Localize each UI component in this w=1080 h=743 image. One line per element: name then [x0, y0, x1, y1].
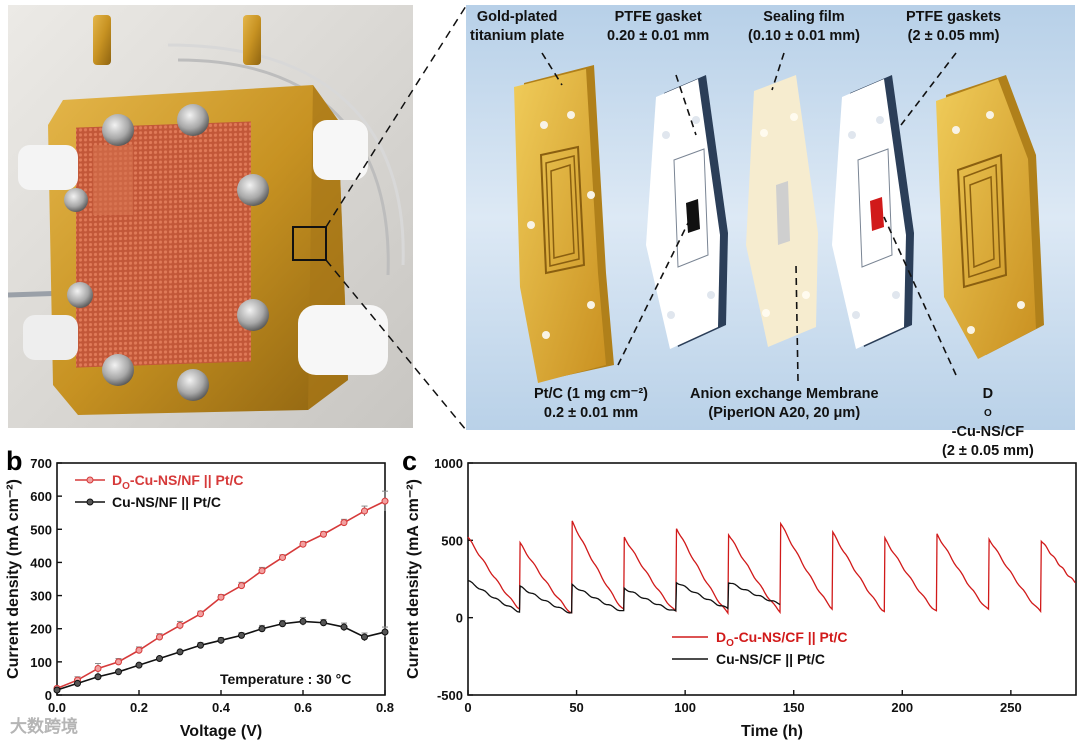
annotation-temperature: Temperature : 30 °C [220, 671, 351, 687]
do-label-sub: O [984, 408, 992, 419]
ptfe-gasket-left [646, 75, 728, 349]
ptfe-gasket-right [832, 75, 914, 349]
plot-frame-b [56, 462, 386, 696]
data-point-b [381, 497, 389, 505]
sealing-film [746, 75, 818, 347]
data-point-b [217, 593, 225, 601]
data-point-b [258, 567, 266, 575]
ylabel-b: Current density (mA cm⁻²) [5, 479, 22, 679]
exploded-view [466, 5, 1075, 430]
data-point-b [258, 625, 266, 633]
label-sealing-film: Sealing film (0.10 ± 0.01 mm) [748, 9, 860, 44]
legend-label-c-1: Cu-NS/CF || Pt/C [716, 651, 825, 667]
ytick-label-c: 500 [441, 533, 463, 548]
data-point-b [279, 553, 286, 561]
ytick-label-b: 700 [30, 456, 52, 471]
data-point-b [156, 655, 163, 663]
xtick-label-c: 150 [783, 700, 805, 715]
legend-label-b-1-main: Cu-NS/NF || Pt/C [112, 494, 221, 510]
label-gold-plate: Gold-plated titanium plate [470, 9, 565, 44]
xtick-label-b: 0.0 [48, 700, 66, 715]
legend-label-b-0-main: D [112, 472, 122, 488]
legend-marker-b [86, 476, 94, 484]
xlabel-c: Time (h) [741, 723, 803, 740]
ytick-label-b: 0 [45, 688, 52, 703]
data-point-b [320, 619, 327, 627]
data-point-b [238, 582, 245, 590]
data-point-b [176, 621, 184, 629]
legend-label-c-0-main: D [716, 629, 726, 645]
data-point-b [94, 673, 102, 681]
xtick-label-c: 250 [1000, 700, 1022, 715]
legend-label-c-1-main: Cu-NS/CF || Pt/C [716, 651, 825, 667]
ytick-label-b: 300 [30, 589, 52, 604]
xtick-label-b: 0.6 [294, 700, 312, 715]
data-point-b [238, 631, 245, 639]
data-point-b [115, 658, 122, 666]
legend-label-c-0-sub: O [726, 638, 734, 649]
data-point-b [340, 519, 348, 527]
watermark: 大数跨境 [10, 717, 78, 736]
label-do-cu-ns-cf: D O -Cu-NS/CF (2 ± 0.05 mm) [942, 386, 1034, 459]
ytick-label-c: 1000 [434, 456, 463, 471]
legend-label-c-0-rest: -Cu-NS/CF || Pt/C [734, 629, 848, 645]
data-point-b [53, 686, 61, 694]
do-label-main: D [982, 386, 994, 402]
titanium-plate-left [514, 65, 614, 383]
plot-frame-c [467, 462, 1077, 696]
series-line-c-1 [467, 579, 781, 614]
legend-label-b-0-sub: O [122, 481, 130, 492]
label-ptfe-gasket: PTFE gasket 0.20 ± 0.01 mm [607, 9, 710, 44]
ytick-label-b: 100 [30, 655, 52, 670]
ytick-label-b: 400 [30, 555, 52, 570]
data-point-b [94, 664, 102, 672]
ytick-label-b: 600 [30, 489, 52, 504]
xtick-label-c: 200 [891, 700, 913, 715]
ytick-label-c: 0 [456, 611, 463, 626]
do-label-rest: -Cu-NS/CF [951, 424, 1025, 440]
xlabel-b: Voltage (V) [180, 723, 262, 740]
data-point-b [156, 633, 163, 641]
ytick-label-b: 200 [30, 622, 52, 637]
data-point-b [299, 617, 307, 625]
legend-marker-b [86, 498, 94, 506]
legend-label-b-0-rest: -Cu-NS/NF || Pt/C [130, 472, 244, 488]
legend-label-b-1: Cu-NS/NF || Pt/C [112, 494, 221, 510]
data-point-b [299, 540, 307, 548]
label-membrane: Anion exchange Membrane (PiperION A20, 20… [690, 386, 879, 421]
panel-letter-b: b [6, 446, 23, 476]
xtick-label-b: 0.8 [376, 700, 394, 715]
titanium-plate-right [936, 75, 1044, 359]
legend-label-c-0: DO-Cu-NS/CF || Pt/C [716, 629, 848, 649]
ytick-label-c: -500 [437, 688, 463, 703]
data-point-b [279, 620, 286, 628]
xtick-label-c: 100 [674, 700, 696, 715]
data-point-b [176, 648, 184, 656]
data-point-b [135, 646, 143, 654]
xtick-label-b: 0.4 [212, 700, 231, 715]
data-point-b [74, 679, 81, 687]
panel-letter-c: c [402, 446, 418, 476]
data-point-b [115, 668, 122, 676]
label-ptfe-gaskets: PTFE gaskets (2 ± 0.05 mm) [906, 9, 1002, 44]
xtick-label-b: 0.2 [130, 700, 148, 715]
xtick-label-c: 50 [569, 700, 583, 715]
data-point-b [135, 661, 143, 669]
ytick-label-b: 500 [30, 522, 52, 537]
data-point-b [361, 633, 368, 641]
data-point-b [381, 628, 389, 636]
zoom-box [292, 226, 327, 261]
data-point-b [361, 507, 368, 515]
xtick-label-c: 0 [464, 700, 471, 715]
label-pt-c: Pt/C (1 mg cm⁻²) 0.2 ± 0.01 mm [534, 386, 648, 421]
legend-label-b-0: DO-Cu-NS/NF || Pt/C [112, 472, 244, 492]
ylabel-c: Current density (mA cm⁻²) [405, 479, 422, 679]
series-line-c-0 [467, 520, 1076, 616]
data-point-b [320, 530, 327, 538]
data-point-b [340, 623, 348, 631]
data-point-b [197, 641, 204, 649]
data-point-b [197, 610, 204, 618]
chart-b: 0.0 0.2 0.4 0.6 0.8 0 100 200 300 400 500 600 700 Vol… [5, 456, 394, 740]
data-point-b [217, 636, 225, 644]
